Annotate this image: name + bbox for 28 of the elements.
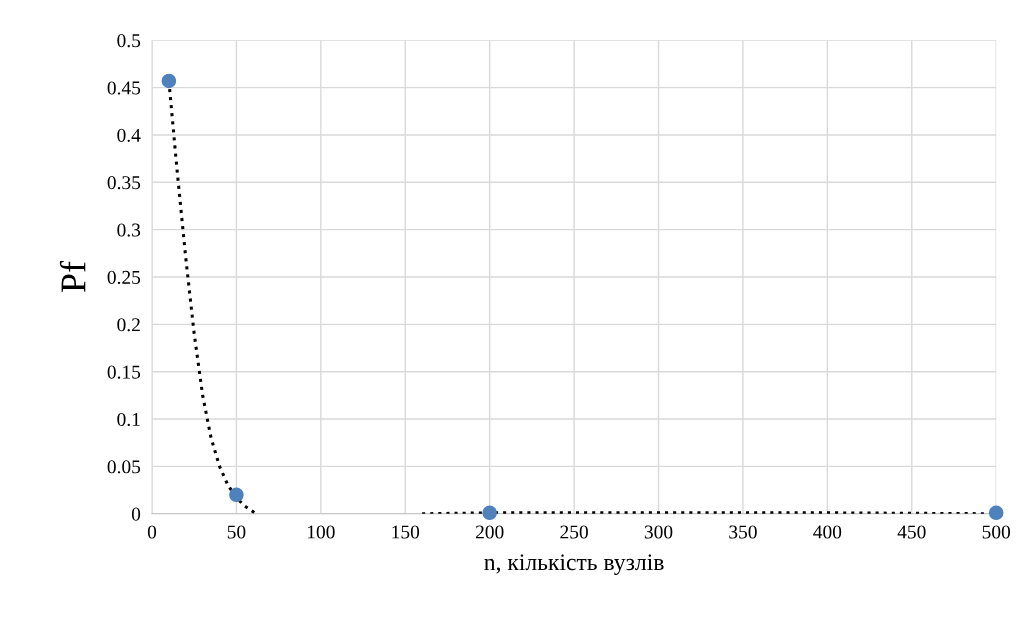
x-tick-label: 100	[307, 525, 335, 539]
y-tick-label: 0.3	[117, 223, 141, 237]
point	[988, 505, 1004, 521]
y-tick-label: 0.15	[107, 365, 141, 379]
x-tick-label: 450	[897, 525, 926, 539]
x-tick-label: 500	[982, 525, 1011, 539]
x-tick-label: 200	[475, 525, 504, 539]
y-tick-label: 0.2	[117, 318, 140, 332]
x-axis-title: n, кількість вузлів	[484, 554, 664, 576]
point	[161, 73, 177, 89]
x-tick-label: 350	[729, 525, 757, 539]
y-tick-label: 0.05	[107, 460, 141, 474]
y-tick-label: 0.35	[107, 176, 141, 190]
x-tick-label: 50	[227, 525, 246, 539]
y-tick-label: 0.4	[117, 128, 141, 142]
y-tick-label: 0.1	[117, 412, 140, 427]
y-axis-title: Pf	[59, 260, 86, 293]
point	[482, 505, 497, 521]
point	[229, 487, 244, 503]
y-tick-label: 0.5	[117, 34, 141, 48]
x-tick-label: 0	[147, 525, 157, 539]
y-tick-label: 0.45	[107, 81, 141, 95]
x-tick-label: 300	[644, 525, 673, 539]
x-tick-label: 400	[813, 525, 842, 539]
y-tick-label: 0	[131, 507, 141, 521]
x-tick-label: 250	[560, 525, 588, 539]
x-tick-label: 150	[392, 525, 420, 539]
y-tick-label: 0.25	[107, 270, 141, 285]
